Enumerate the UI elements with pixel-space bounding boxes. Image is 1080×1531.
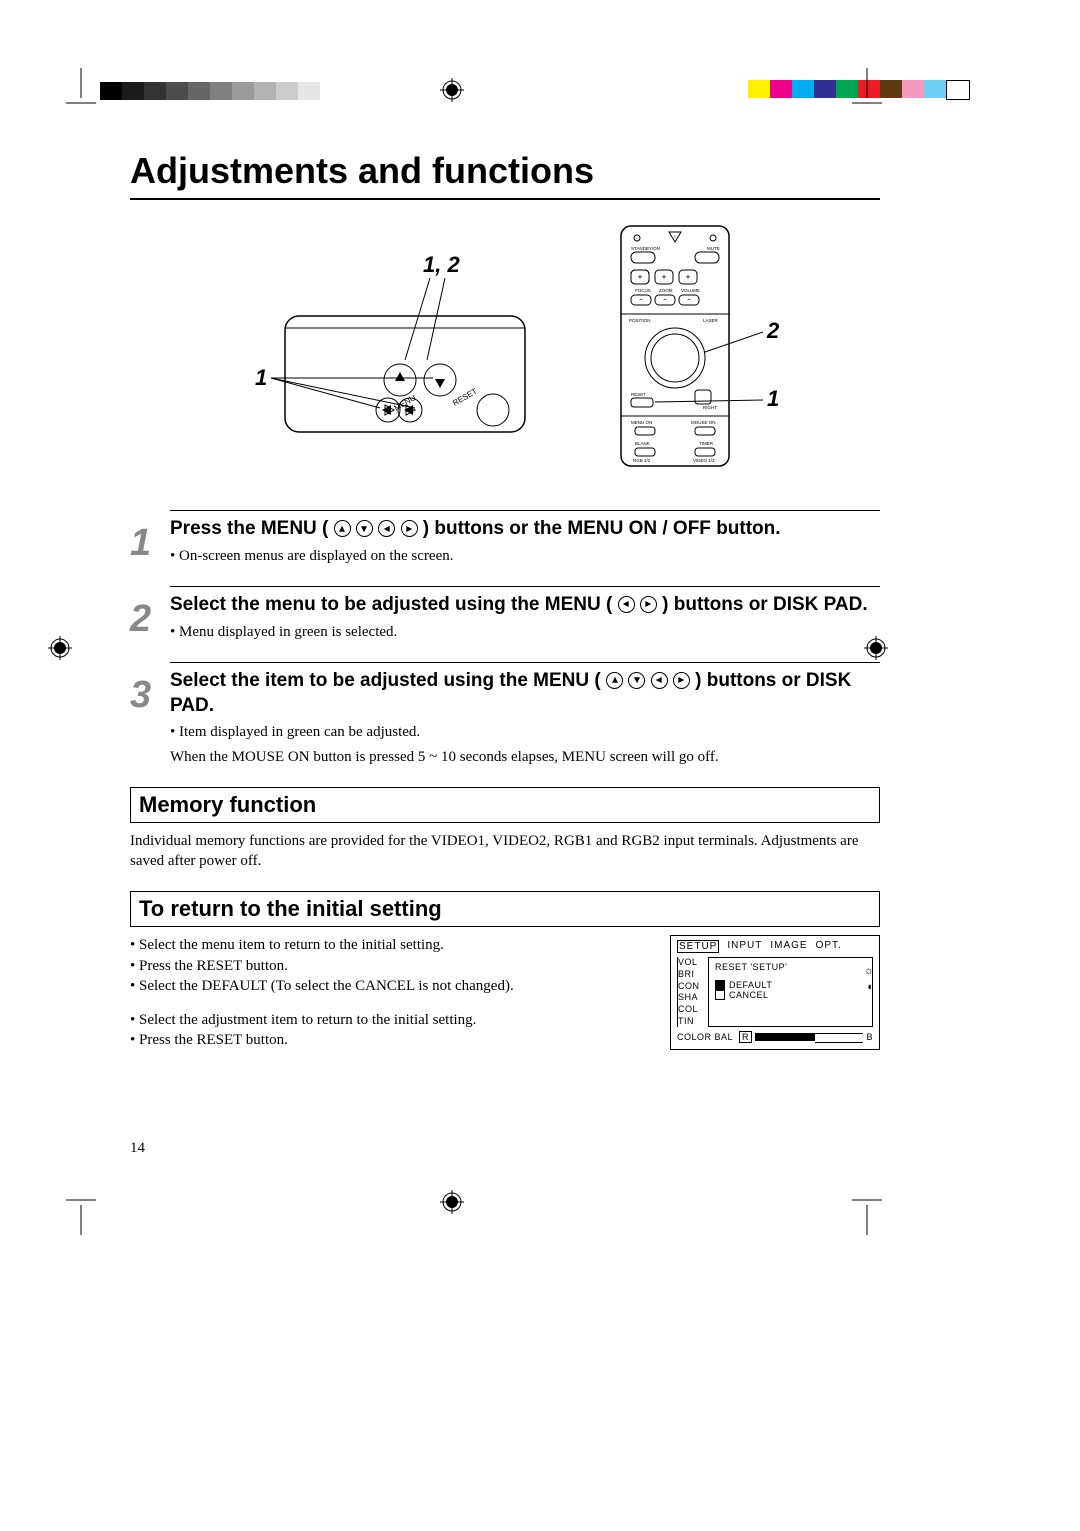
osd-tab: SETUP [677,940,719,953]
list-item: • Select the DEFAULT (To select the CANC… [130,976,550,996]
arrow-down-icon [356,520,373,537]
osd-left-item: TIN [678,1016,708,1028]
svg-text:+: + [685,272,690,282]
svg-text:−: − [639,297,643,304]
step-bullet: • Menu displayed in green is selected. [170,622,880,642]
svg-text:BLANK: BLANK [635,441,650,446]
section-title: To return to the initial setting [139,896,442,921]
osd-bottom-label: COLOR BAL [677,1032,733,1042]
crop-bl [46,1185,96,1235]
step-number: 2 [130,586,170,642]
arrow-up-icon [606,672,623,689]
step-heading: Press the MENU ( ) buttons or the MENU O… [170,517,880,542]
checkbox-icon [715,990,725,1000]
svg-text:LASER: LASER [703,318,719,323]
osd-left-item: VOL [678,957,708,969]
list-item: • Press the RESET button. [130,956,550,976]
step-number: 1 [130,510,170,566]
reg-mark-bottom [440,1190,464,1214]
step: 2Select the menu to be adjusted using th… [130,586,880,642]
osd-left-item: BRI [678,969,708,981]
osd-option: DEFAULT [715,980,866,990]
svg-text:RIGHT: RIGHT [703,405,717,410]
arrow-right-icon [401,520,418,537]
arrow-left-icon [618,596,635,613]
page-title: Adjustments and functions [130,150,880,200]
crop-tr [852,68,902,118]
osd-slider-r: R [739,1031,752,1043]
section-body: Individual memory functions are provided… [130,831,880,872]
svg-text:!: ! [674,235,675,241]
osd-left-item: CON [678,981,708,993]
list-item: • Press the RESET button. [130,1030,550,1050]
arrow-left-icon [378,520,395,537]
svg-text:TIMER: TIMER [699,441,714,446]
list-item: • Select the adjustment item to return t… [130,1010,550,1030]
svg-text:MENU ON: MENU ON [631,420,652,425]
svg-text:RESET: RESET [451,387,479,408]
section-title: Memory function [139,792,316,817]
svg-text:+: + [637,272,642,282]
svg-text:RESET: RESET [631,392,646,397]
svg-text:2: 2 [766,318,780,343]
osd-left-item: COL [678,1004,708,1016]
projector-diagram: 1, 2 MENU RESET 1 [215,250,535,450]
osd-slider-b: B [866,1032,873,1042]
step-number: 3 [130,662,170,767]
list-item: • Select the menu item to return to the … [130,935,550,955]
step-bullet: When the MOUSE ON button is pressed 5 ~ … [170,747,880,767]
step-bullet: • On-screen menus are displayed on the s… [170,546,880,566]
osd-left-item: SHA [678,992,708,1004]
step: 1Press the MENU ( ) buttons or the MENU … [130,510,880,566]
osd-dialog-title: RESET 'SETUP' [715,962,866,972]
reg-mark-left [48,636,72,660]
svg-text:ZOOM: ZOOM [659,288,673,293]
svg-text:1, 2: 1, 2 [423,252,460,277]
svg-text:1: 1 [255,365,267,390]
svg-text:STANDBY/ON: STANDBY/ON [631,246,660,251]
arrow-up-icon [334,520,351,537]
section-return: To return to the initial setting [130,891,880,927]
osd-screenshot: SETUP INPUT IMAGE OPT. VOLBRICONSHACOLTIN R… [670,935,880,1050]
step-heading: Select the menu to be adjusted using the… [170,593,880,618]
osd-tab: IMAGE [770,940,807,953]
step-bullet: • Item displayed in green can be adjuste… [170,722,880,742]
step-heading: Select the item to be adjusted using the… [170,669,880,718]
svg-text:1: 1 [767,386,779,411]
checkbox-icon [715,980,725,990]
svg-text:−: − [663,297,667,304]
svg-text:FOCUS: FOCUS [635,288,651,293]
osd-tab: OPT. [816,940,842,953]
svg-text:VOLUME: VOLUME [681,288,700,293]
crop-br [852,1185,902,1235]
print-gray-bar [100,82,320,100]
arrow-left-icon [651,672,668,689]
svg-text:+: + [661,272,666,282]
svg-text:POSITION: POSITION [629,318,651,323]
arrow-right-icon [640,596,657,613]
arrow-down-icon [628,672,645,689]
remote-diagram: ! STANDBY/ON MUTE + + + FOCUS ZOOM VOLUM… [595,220,795,480]
svg-text:RGB 1/2: RGB 1/2 [633,458,651,463]
osd-tab: INPUT [727,940,762,953]
svg-text:MOUSE ON: MOUSE ON [691,420,716,425]
arrow-right-icon [673,672,690,689]
crop-tl [46,68,96,118]
step: 3Select the item to be adjusted using th… [130,662,880,767]
svg-text:−: − [687,297,691,304]
reg-mark-top [440,78,464,102]
svg-text:MUTE: MUTE [707,246,720,251]
osd-option: CANCEL [715,990,866,1000]
page-number: 14 [130,1140,145,1157]
section-memory: Memory function [130,787,880,823]
svg-text:VIDEO 1/2: VIDEO 1/2 [693,458,715,463]
